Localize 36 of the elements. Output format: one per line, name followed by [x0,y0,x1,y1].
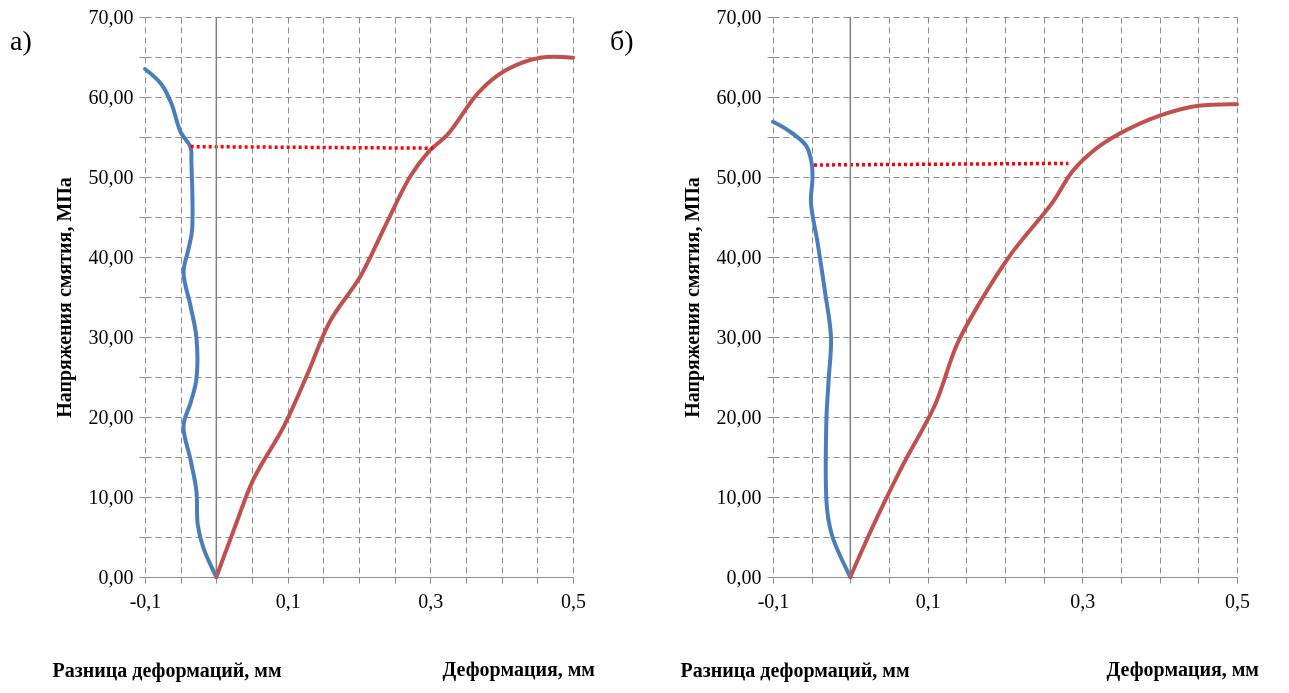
text: Деформация, мм [442,658,595,681]
x-tick-label: -0,1 [129,589,162,612]
y-tick-label: 70,00 [88,5,134,28]
y-tick-label: 10,00 [716,485,762,508]
y-tick-label: 20,00 [88,405,134,428]
y-tick-label: 30,00 [88,325,134,348]
line-series [771,119,853,579]
x-tick-label: 0,3 [1070,589,1096,612]
x-tick-label: 0,1 [275,589,301,612]
x-axis-title: Разница деформаций, мм [52,658,282,682]
line-series [848,102,1239,579]
line-series [214,54,575,579]
y-tick-label: 70,00 [716,5,762,28]
y-tick-label: 0,00 [726,565,762,588]
y-tick-label: 30,00 [716,325,762,348]
x-tick-label: 0,5 [561,589,586,612]
y-tick-label: 40,00 [716,245,762,268]
y-tick-label: 0,00 [98,565,134,588]
x-tick-label: 0,1 [915,589,941,612]
x-tick-label: 0,3 [418,589,444,612]
y-tick-label: 10,00 [88,485,134,508]
x-tick-label: -0,1 [757,589,790,612]
y-tick-label: 50,00 [716,165,762,188]
text: Деформация, мм [1106,658,1259,681]
y-tick-label: 50,00 [88,165,134,188]
x-tick-label: 0,5 [1225,589,1250,612]
chart-title: б) [610,25,634,56]
y-tick-label: 60,00 [88,85,134,108]
y-tick-label: 40,00 [88,245,134,268]
y-tick-label: 60,00 [716,85,762,108]
y-axis-title: Напряжения смятия, МПа [52,177,76,418]
chart-title: а) [10,25,32,56]
y-axis-title: Напряжения смятия, МПа [680,177,704,418]
line-series [143,67,219,579]
y-tick-label: 20,00 [716,405,762,428]
x-axis-title: Разница деформаций, мм [680,658,910,682]
